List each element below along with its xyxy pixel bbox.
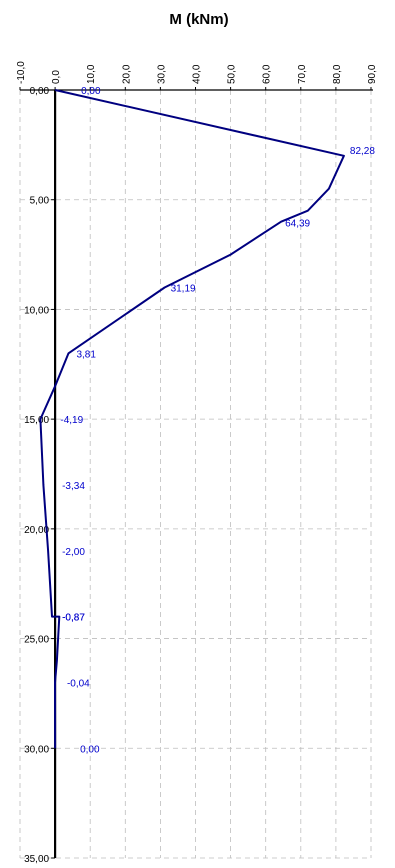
- x-tick-label: 0,0: [51, 70, 62, 84]
- x-tick-label: 30,0: [156, 64, 167, 84]
- y-tick-label: 30,00: [24, 744, 49, 755]
- data-label: -0,87: [62, 613, 85, 624]
- x-tick-label: 40,0: [192, 64, 203, 84]
- y-tick-label: 10,00: [24, 305, 49, 316]
- y-tick-label: 15,00: [24, 415, 49, 426]
- data-label: -2,00: [62, 547, 85, 558]
- data-label: -0,87: [62, 613, 85, 624]
- chart-title: M (kNm): [169, 11, 228, 28]
- y-tick-label: 25,00: [24, 635, 49, 646]
- data-label: -0,04: [67, 678, 90, 689]
- x-tick-label: 10,0: [86, 64, 97, 84]
- x-tick-label: 70,0: [297, 64, 308, 84]
- x-tick-label: 50,0: [227, 64, 238, 84]
- x-tick-label: 60,0: [262, 64, 273, 84]
- data-label: 0,00: [80, 744, 100, 755]
- data-labels: 0,00 82,28 64,39 31,19 3,81 -4,19 -3,34 -2,00 -0…: [60, 86, 375, 755]
- grid-lines: [19, 90, 372, 859]
- data-label: 3,81: [76, 349, 96, 360]
- x-tick-label: 20,0: [121, 64, 132, 84]
- data-label: 82,28: [350, 146, 375, 157]
- x-tick-label: 80,0: [332, 64, 343, 84]
- data-label: -3,34: [62, 481, 85, 492]
- y-tick-label: 35,00: [24, 854, 49, 865]
- x-tick-label: 90,0: [367, 64, 378, 84]
- x-tick-label: -10,0: [16, 61, 27, 84]
- y-tick-label: 0,00: [30, 86, 50, 97]
- y-tick-labels: 0,00 5,00 10,00 15,00 20,00 25,00 30,00 35,00: [24, 86, 56, 865]
- data-label: 0,00: [81, 86, 101, 97]
- series-layer: [39, 89, 345, 749]
- y-tick-label: 5,00: [30, 196, 50, 207]
- data-label: -4,19: [60, 415, 83, 426]
- data-label: 64,39: [285, 219, 310, 230]
- y-tick-label: 20,00: [24, 525, 49, 536]
- moment-series-line: [39, 89, 345, 749]
- axes: [20, 89, 373, 858]
- x-tick-labels: -10,0 0,0 10,0 20,0 30,0 40,0 50,0 60,0 70,0 80,0…: [16, 61, 378, 90]
- data-label: 31,19: [171, 283, 196, 294]
